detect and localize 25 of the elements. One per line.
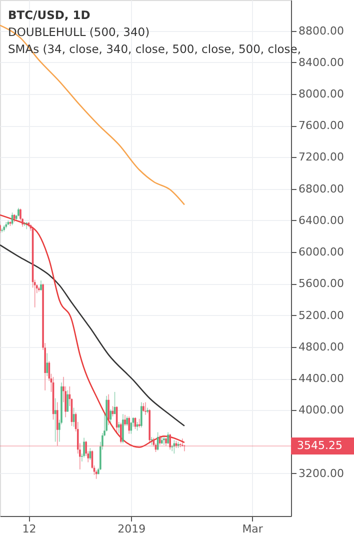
ref-line-label: 3545.25 bbox=[297, 439, 342, 452]
y-tick-label: 4000.00 bbox=[298, 404, 344, 417]
y-tick-label: 6400.00 bbox=[298, 214, 344, 227]
line-series bbox=[0, 244, 186, 427]
y-tick-label: 3200.00 bbox=[298, 466, 344, 480]
y-tick-label: 5200.00 bbox=[298, 308, 344, 322]
y-tick-label: 4400.00 bbox=[298, 372, 344, 386]
y-tick-label: 4800.00 bbox=[298, 340, 344, 354]
y-tick-label: 8000.00 bbox=[298, 88, 344, 101]
y-tick-label: 6000.00 bbox=[298, 246, 344, 259]
y-tick-label: 5600.00 bbox=[298, 277, 344, 290]
x-tick-label: Mar bbox=[242, 522, 264, 536]
y-tick-label: 8400.00 bbox=[298, 56, 344, 69]
x-tick-label: 2019 bbox=[118, 522, 146, 536]
candlestick bbox=[146, 407, 148, 414]
text: BTC/USD, 1D bbox=[8, 8, 90, 22]
line-series bbox=[0, 214, 186, 448]
candlestick bbox=[138, 418, 140, 428]
candlestick bbox=[163, 436, 165, 446]
x-tick-label: 12 bbox=[22, 522, 36, 536]
y-tick-label: 6800.00 bbox=[298, 182, 344, 196]
y-tick-label: 8800.00 bbox=[298, 24, 344, 38]
y-tick-label: 7600.00 bbox=[298, 119, 344, 132]
y-tick-label: 7200.00 bbox=[298, 150, 344, 164]
candlestick bbox=[184, 444, 186, 452]
